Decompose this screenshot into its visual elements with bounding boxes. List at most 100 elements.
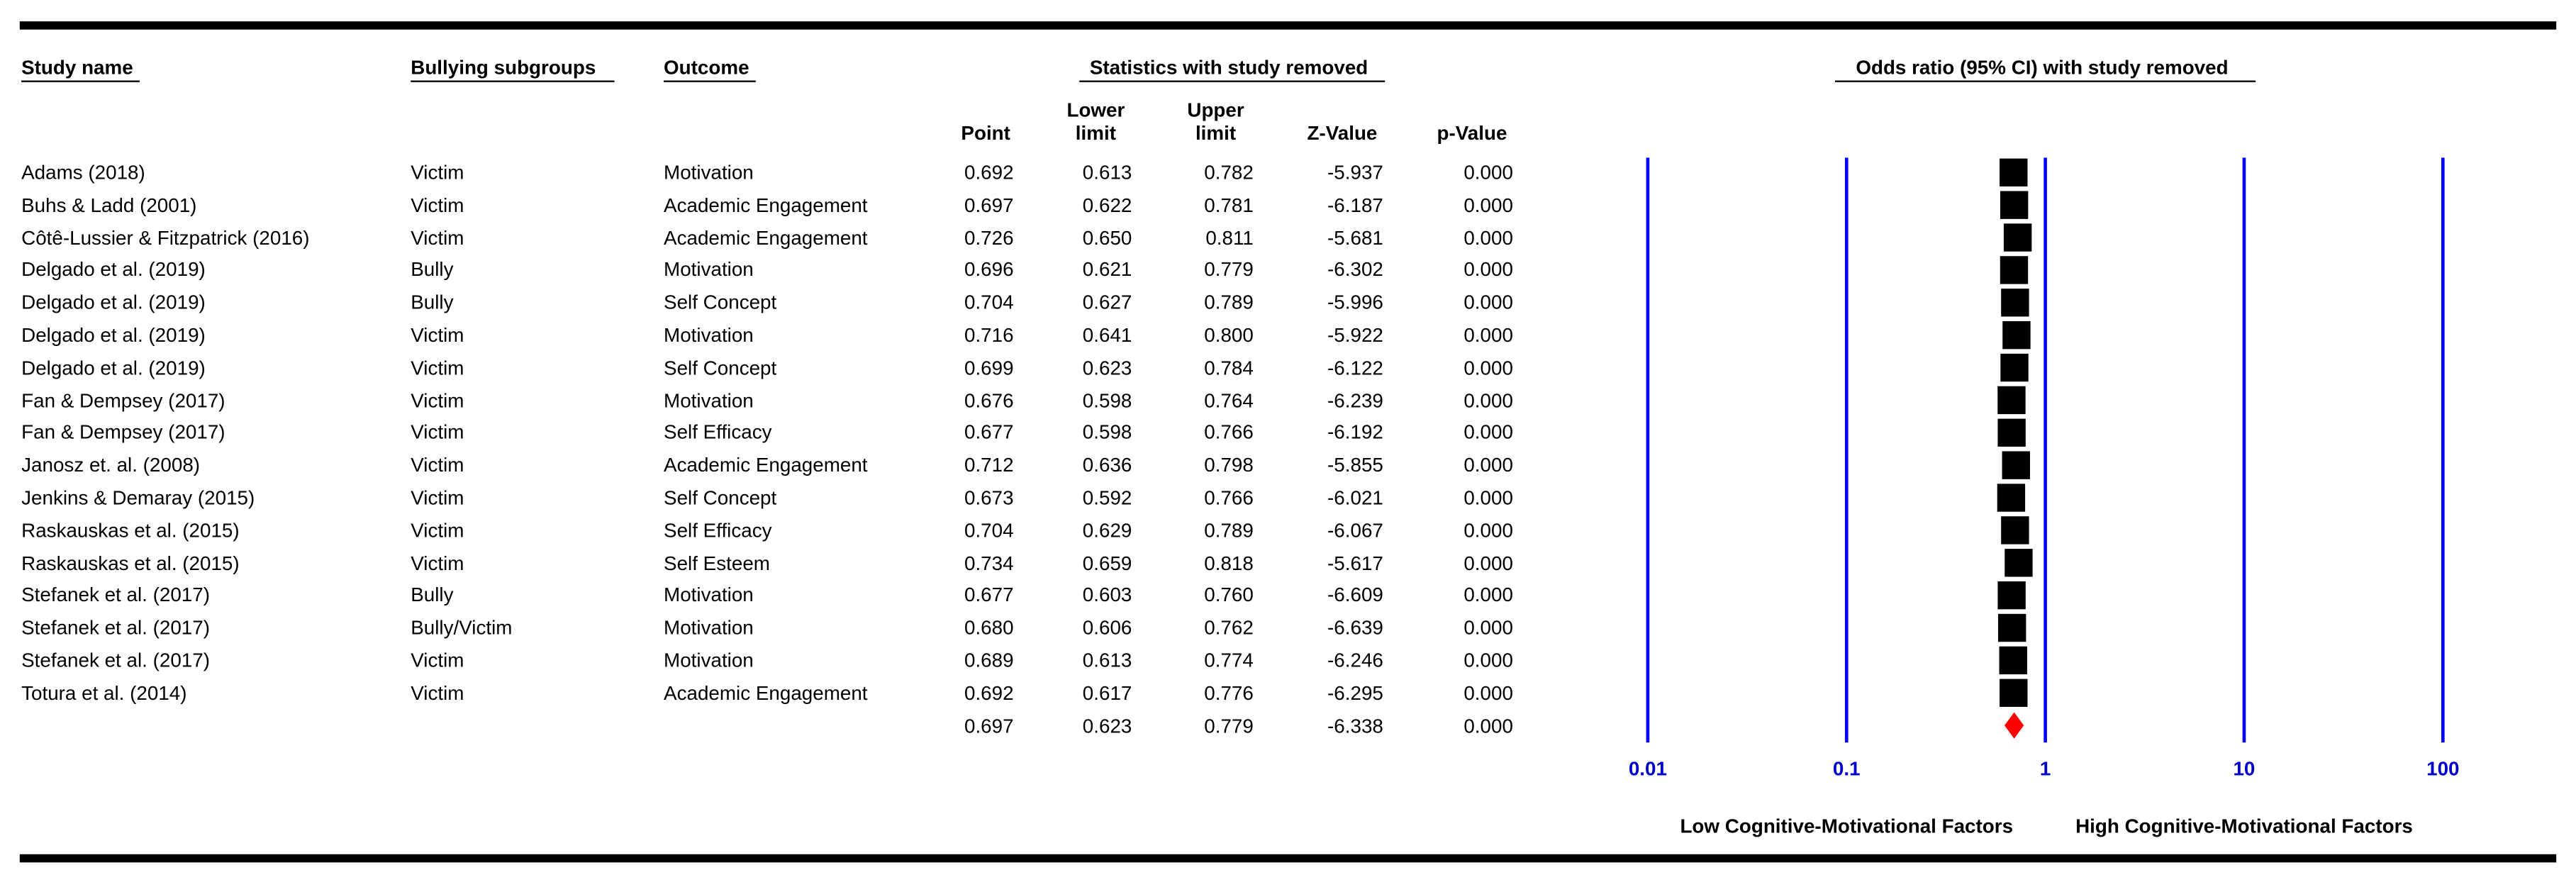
table-cell: Academic Engagement	[664, 193, 868, 217]
axis-side-label: Low Cognitive-Motivational Factors	[1680, 815, 2014, 838]
table-cell: Stefanek et al. (2017)	[21, 616, 210, 640]
table-cell: 0.712	[964, 453, 1014, 477]
table-cell: 0.818	[1204, 551, 1254, 574]
table-cell: 0.000	[1463, 486, 1513, 510]
table-cell: 0.811	[1205, 225, 1254, 250]
column-header: Upper limit	[1187, 99, 1244, 145]
table-cell: Delgado et al. (2019)	[21, 323, 206, 347]
table-cell: Academic Engagement	[664, 681, 868, 705]
table-cell: 0.659	[1082, 551, 1132, 574]
table-cell: Victim	[411, 453, 464, 477]
table-cell: 0.764	[1204, 389, 1254, 412]
table-cell: Raskauskas et al. (2015)	[21, 551, 240, 574]
table-cell: -5.855	[1327, 453, 1383, 477]
table-cell: 0.000	[1463, 681, 1513, 705]
table-cell: 0.603	[1082, 584, 1132, 607]
table-cell: Victim	[411, 356, 464, 379]
table-cell: -6.609	[1327, 584, 1383, 607]
table-cell: 0.677	[964, 584, 1014, 607]
table-cell: 0.784	[1204, 356, 1254, 379]
table-cell: 0.000	[1463, 616, 1513, 640]
table-cell: 0.776	[1204, 681, 1254, 705]
x-tick-label: 100	[2426, 757, 2460, 781]
header: Study name	[21, 56, 140, 82]
point-square	[2000, 353, 2029, 382]
table-cell: 0.598	[1082, 389, 1132, 412]
table-cell: 0.598	[1082, 421, 1132, 445]
x-tick-label: 0.1	[1832, 757, 1861, 781]
column-header: Lower limit	[1066, 99, 1125, 145]
table-cell: Delgado et al. (2019)	[21, 356, 206, 379]
table-cell: 0.766	[1204, 486, 1254, 510]
table-cell: -6.239	[1327, 389, 1383, 412]
table-cell: Victim	[411, 421, 464, 445]
table-cell: Victim	[411, 681, 464, 705]
table-cell: 0.734	[964, 551, 1014, 574]
table-cell: 0.689	[964, 649, 1014, 672]
table-cell: Victim	[411, 518, 464, 542]
table-cell: Motivation	[664, 258, 754, 282]
table-cell: 0.726	[964, 225, 1014, 250]
point-square	[2005, 549, 2033, 577]
table-cell: 0.680	[964, 616, 1014, 640]
table-cell: Victim	[411, 389, 464, 412]
table-cell: Delgado et al. (2019)	[21, 258, 206, 282]
table-cell: -6.302	[1327, 258, 1383, 282]
point-square	[1997, 613, 2026, 642]
table-cell: Academic Engagement	[664, 453, 868, 477]
point-square	[2002, 320, 2031, 350]
table-cell: Motivation	[664, 161, 754, 184]
table-cell: Motivation	[664, 584, 754, 607]
table-cell: 0.696	[964, 258, 1014, 282]
table-cell: 0.000	[1463, 323, 1513, 347]
point-square	[2003, 223, 2032, 252]
table-cell: 0.781	[1204, 193, 1254, 217]
table-cell: 0.623	[1082, 356, 1132, 379]
table-cell: 0.697	[964, 193, 1014, 217]
point-square	[2000, 679, 2028, 707]
table-cell: 0.782	[1204, 161, 1254, 184]
table-cell: 0.629	[1082, 518, 1132, 542]
table-cell: Bully	[411, 291, 454, 314]
table-cell: 0.704	[964, 518, 1014, 542]
table-cell: 0.798	[1204, 453, 1254, 477]
table-cell: Côtê-Lussier & Fitzpatrick (2016)	[21, 225, 310, 250]
table-cell: -5.996	[1327, 291, 1383, 314]
column-header: Z-Value	[1307, 121, 1378, 145]
table-cell: Victim	[411, 225, 464, 250]
x-tick-label: 0.01	[1628, 757, 1667, 781]
table-cell: Janosz et. al. (2008)	[21, 453, 201, 477]
bottom-rule	[19, 854, 2557, 863]
point-square	[2002, 451, 2030, 479]
table-cell: Stefanek et al. (2017)	[21, 584, 210, 607]
table-cell: -5.937	[1327, 161, 1383, 184]
table-cell: 0.000	[1463, 291, 1513, 314]
table-cell: 0.000	[1463, 649, 1513, 672]
table-cell: Victim	[411, 193, 464, 217]
table-cell: 0.760	[1204, 584, 1254, 607]
table-cell: Bully/Victim	[411, 616, 513, 640]
point-square	[2000, 158, 2028, 186]
table-cell: 0.762	[1204, 616, 1254, 640]
summary-diamond	[2004, 712, 2024, 739]
table-cell: Fan & Dempsey (2017)	[21, 389, 225, 412]
table-cell: -6.246	[1327, 649, 1383, 672]
table-cell: 0.636	[1082, 453, 1132, 477]
table-cell: 0.692	[964, 161, 1014, 184]
header: Statistics with study removed	[1079, 56, 1385, 82]
table-cell: Motivation	[664, 649, 754, 672]
table-cell: -6.295	[1327, 681, 1383, 705]
point-square	[2001, 289, 2029, 317]
table-cell: 0.676	[964, 389, 1014, 412]
table-cell: Stefanek et al. (2017)	[21, 649, 210, 672]
table-cell: 0.673	[964, 486, 1014, 510]
table-cell: Raskauskas et al. (2015)	[21, 518, 240, 542]
table-cell: 0.000	[1463, 161, 1513, 184]
x-tick-label: 10	[2233, 757, 2256, 781]
table-cell: 0.766	[1204, 421, 1254, 445]
point-square	[1997, 418, 2026, 447]
x-tick-label: 1	[2039, 757, 2051, 781]
table-cell: Totura et al. (2014)	[21, 681, 187, 705]
table-cell: 0.789	[1204, 291, 1254, 314]
